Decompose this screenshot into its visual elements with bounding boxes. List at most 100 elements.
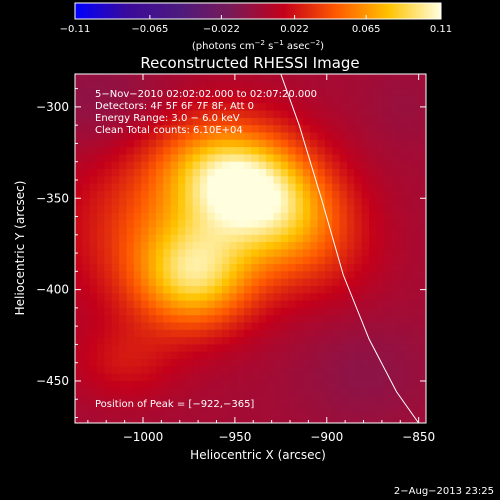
heatmap-cell bbox=[413, 242, 422, 251]
heatmap-cell bbox=[89, 410, 98, 419]
heatmap-cell bbox=[354, 300, 363, 309]
heatmap-cell bbox=[214, 183, 223, 192]
heatmap-cell bbox=[236, 417, 245, 423]
heatmap-cell bbox=[185, 147, 194, 155]
heatmap-cell bbox=[398, 242, 407, 251]
heatmap-cell bbox=[170, 271, 179, 280]
heatmap-cell bbox=[295, 256, 304, 265]
heatmap-cell bbox=[361, 125, 370, 134]
heatmap-cell bbox=[266, 88, 275, 97]
heatmap-cell bbox=[398, 293, 407, 302]
heatmap-cell bbox=[222, 154, 230, 163]
heatmap-cell bbox=[163, 88, 172, 97]
heatmap-cell bbox=[141, 410, 150, 419]
heatmap-cell bbox=[111, 110, 120, 119]
heatmap-cell bbox=[273, 315, 282, 324]
heatmap-cell bbox=[391, 315, 400, 324]
heatmap-cell bbox=[222, 125, 230, 134]
heatmap-cell bbox=[155, 351, 164, 360]
heatmap-cell bbox=[258, 147, 267, 155]
heatmap-cell bbox=[258, 103, 267, 112]
heatmap-cell bbox=[324, 271, 333, 280]
heatmap-cell bbox=[273, 380, 282, 389]
heatmap-cell bbox=[383, 300, 392, 309]
heatmap-cell bbox=[339, 161, 348, 170]
heatmap-cell bbox=[376, 417, 385, 423]
heatmap-cell bbox=[376, 307, 385, 316]
heatmap-cell bbox=[244, 359, 253, 367]
heatmap-cell bbox=[82, 227, 91, 236]
heatmap-cell bbox=[236, 176, 245, 185]
heatmap-cell bbox=[229, 88, 238, 97]
heatmap-cell bbox=[288, 81, 297, 90]
heatmap-cell bbox=[391, 300, 400, 309]
heatmap-cell bbox=[317, 117, 326, 126]
heatmap-cell bbox=[229, 293, 238, 302]
heatmap-cell bbox=[266, 264, 275, 272]
heatmap-cell bbox=[361, 315, 370, 324]
heatmap-cell bbox=[280, 300, 289, 309]
heatmap-cell bbox=[324, 351, 333, 360]
heatmap-cell bbox=[288, 322, 297, 331]
heatmap-cell bbox=[119, 198, 128, 207]
heatmap-cell bbox=[229, 329, 238, 338]
heatmap-cell bbox=[324, 373, 333, 382]
heatmap-cell bbox=[89, 395, 98, 404]
heatmap-cell bbox=[288, 132, 297, 141]
heatmap-cell bbox=[119, 315, 128, 324]
heatmap-cell bbox=[141, 117, 150, 126]
heatmap-cell bbox=[170, 154, 179, 163]
heatmap-cell bbox=[339, 227, 348, 236]
heatmap-cell bbox=[163, 402, 172, 411]
heatmap-cell bbox=[119, 388, 128, 397]
heatmap-cell bbox=[229, 256, 238, 265]
x-axis-label: Heliocentric X (arcsec) bbox=[190, 448, 326, 462]
heatmap-cell bbox=[310, 88, 319, 97]
heatmap-cell bbox=[310, 271, 319, 280]
heatmap-cell bbox=[75, 278, 83, 287]
heatmap-cell bbox=[133, 88, 142, 97]
heatmap-cell bbox=[111, 212, 120, 221]
heatmap-cell bbox=[310, 117, 319, 126]
heatmap-cell bbox=[258, 300, 267, 309]
heatmap-cell bbox=[82, 139, 91, 148]
heatmap-cell bbox=[177, 183, 186, 192]
heatmap-cell bbox=[199, 110, 208, 119]
heatmap-cell bbox=[104, 329, 113, 338]
heatmap-cell bbox=[214, 190, 223, 199]
heatmap-cell bbox=[82, 117, 91, 126]
heatmap-cell bbox=[398, 410, 407, 419]
heatmap-cell bbox=[391, 307, 400, 316]
heatmap-cell bbox=[405, 190, 414, 199]
heatmap-cell bbox=[89, 271, 98, 280]
heatmap-cell bbox=[119, 337, 128, 346]
heatmap-cell bbox=[214, 271, 223, 280]
heatmap-cell bbox=[244, 271, 253, 280]
heatmap-cell bbox=[354, 147, 363, 155]
heatmap-cell bbox=[82, 198, 91, 207]
heatmap-cell bbox=[222, 256, 230, 265]
heatmap-cell bbox=[288, 410, 297, 419]
heatmap-cell bbox=[111, 220, 120, 229]
heatmap-cell bbox=[170, 278, 179, 287]
heatmap-cell bbox=[126, 205, 135, 214]
heatmap-cell bbox=[155, 183, 164, 192]
heatmap-cell bbox=[369, 307, 377, 316]
heatmap-cell bbox=[126, 110, 135, 119]
heatmap-cell bbox=[155, 366, 164, 375]
heatmap-cell bbox=[104, 417, 113, 423]
heatmap-cell bbox=[258, 227, 267, 236]
heatmap-cell bbox=[354, 322, 363, 331]
heatmap-cell bbox=[185, 88, 194, 97]
heatmap-cell bbox=[97, 359, 106, 367]
heatmap-cell bbox=[295, 380, 304, 389]
heatmap-cell bbox=[222, 402, 230, 411]
heatmap-cell bbox=[207, 81, 216, 90]
heatmap-cell bbox=[413, 103, 422, 112]
heatmap-cell bbox=[324, 249, 333, 258]
heatmap-cell bbox=[405, 154, 414, 163]
heatmap-cell bbox=[89, 190, 98, 199]
heatmap-cell bbox=[317, 307, 326, 316]
heatmap-cell bbox=[119, 125, 128, 134]
heatmap-cell bbox=[332, 74, 341, 82]
